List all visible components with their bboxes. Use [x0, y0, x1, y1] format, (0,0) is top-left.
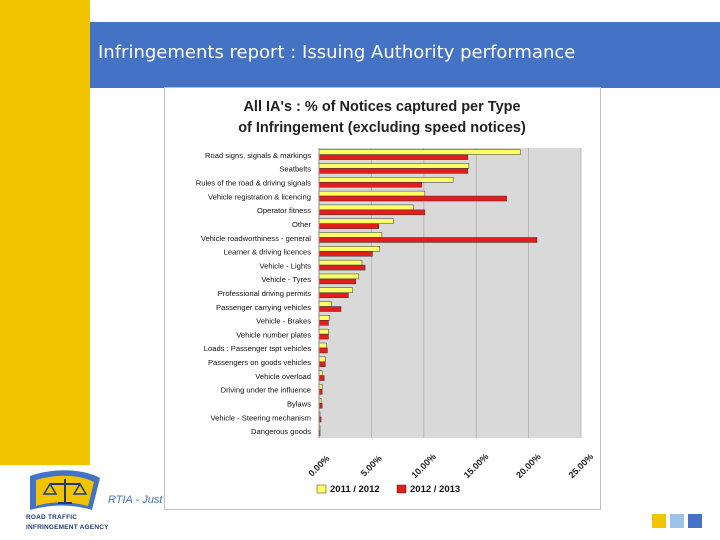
bar-2011-2012 — [318, 218, 394, 224]
bar-2012-2013 — [318, 375, 325, 381]
category-label: Learner & driving licences — [224, 248, 312, 257]
bar-2011-2012 — [318, 315, 330, 321]
bar-2012-2013 — [318, 168, 469, 174]
x-tick-label: 10.00% — [409, 452, 438, 481]
bar-2011-2012 — [318, 342, 327, 349]
legend-swatch — [396, 484, 407, 494]
bar-2012-2013 — [318, 195, 507, 202]
rtia-logo: ROAD TRAFFIC INFRINGEMENT AGENCY — [22, 470, 108, 538]
category-label: Road signs, signals & markings — [205, 151, 311, 160]
bar-2012-2013 — [318, 181, 422, 188]
bar-2011-2012 — [318, 273, 360, 280]
category-label: Driving under the influence — [221, 386, 311, 395]
accent-bar — [0, 0, 90, 465]
yellow-square — [652, 514, 666, 528]
bar-2011-2012 — [318, 204, 414, 211]
legend-swatch — [316, 484, 327, 494]
category-label: Vehicle - Brakes — [256, 317, 311, 326]
category-label: Seatbelts — [279, 165, 311, 174]
x-tick-label: 20.00% — [514, 452, 543, 481]
chart-frame: All IA's : % of Notices captured per Typ… — [164, 87, 601, 510]
category-label: Operator fitness — [257, 206, 311, 215]
bar-2011-2012 — [318, 232, 383, 238]
category-label: Vehicle overload — [255, 372, 311, 381]
bar-2012-2013 — [318, 292, 349, 298]
category-label: Loads : Passenger tspt vehicles — [204, 344, 311, 353]
bar-2012-2013 — [318, 333, 329, 340]
bar-2012-2013 — [318, 306, 342, 312]
logo-line-1: ROAD TRAFFIC — [26, 514, 78, 521]
bar-2011-2012 — [318, 259, 363, 266]
bar-2011-2012 — [318, 190, 426, 197]
bar-2011-2012 — [318, 246, 381, 252]
chart-title-line-1: All IA's : % of Notices captured per Typ… — [243, 99, 520, 115]
bar-2011-2012 — [318, 287, 353, 293]
category-label: Rules of the road & driving signals — [196, 179, 311, 188]
slide-title: Infringements report : Issuing Authority… — [98, 42, 576, 63]
category-label: Passenger carrying vehicles — [216, 303, 311, 312]
x-tick-label: 25.00% — [567, 452, 596, 481]
bar-chart: All IA's : % of Notices captured per Typ… — [196, 99, 596, 495]
logo-line-2: INFRINGEMENT AGENCY — [26, 524, 109, 531]
bar-2011-2012 — [318, 328, 329, 335]
bar-2011-2012 — [318, 163, 470, 169]
category-label: Vehicle number plates — [236, 330, 311, 339]
x-tick-label: 0.00% — [306, 453, 331, 478]
category-label: Professional driving permits — [218, 289, 311, 298]
x-tick-label: 5.00% — [359, 453, 384, 478]
category-label: Vehicle - Lights — [260, 261, 312, 270]
category-label: Dangerous goods — [251, 427, 311, 436]
bar-2012-2013 — [318, 154, 469, 160]
bar-2012-2013 — [318, 278, 356, 285]
bar-2012-2013 — [318, 361, 326, 367]
category-label: Vehicle - Tyres — [261, 275, 311, 284]
legend-label: 2012 / 2013 — [410, 484, 460, 495]
category-label: Vehicle registration & licencing — [208, 192, 311, 201]
legend-label: 2011 / 2012 — [330, 484, 380, 495]
footer-text: RTIA - Just — [108, 494, 163, 506]
bar-2011-2012 — [318, 356, 326, 363]
bar-2012-2013 — [318, 209, 426, 216]
category-label: Other — [292, 220, 311, 229]
bar-2012-2013 — [318, 320, 329, 326]
category-label: Vehicle roadworthiness - general — [201, 234, 311, 243]
bar-2011-2012 — [318, 177, 454, 183]
bar-2012-2013 — [318, 347, 328, 354]
bar-2012-2013 — [318, 264, 366, 271]
blue-square — [688, 514, 702, 528]
bar-2012-2013 — [318, 237, 538, 243]
title-band: Infringements report : Issuing Authority… — [90, 22, 720, 88]
bar-2011-2012 — [318, 301, 332, 307]
bar-2011-2012 — [318, 149, 521, 155]
x-tick-label: 15.00% — [462, 452, 491, 481]
category-label: Vehicle - Steering mechanism — [211, 413, 311, 422]
bar-2012-2013 — [318, 251, 373, 257]
category-label: Bylaws — [287, 399, 311, 408]
category-label: Passengers on goods vehicles — [208, 358, 311, 367]
scales-of-justice-icon — [30, 470, 100, 510]
chart-title-line-2: of Infringement (excluding speed notices… — [238, 120, 526, 136]
bar-2012-2013 — [318, 223, 379, 229]
light-blue-square — [670, 514, 684, 528]
